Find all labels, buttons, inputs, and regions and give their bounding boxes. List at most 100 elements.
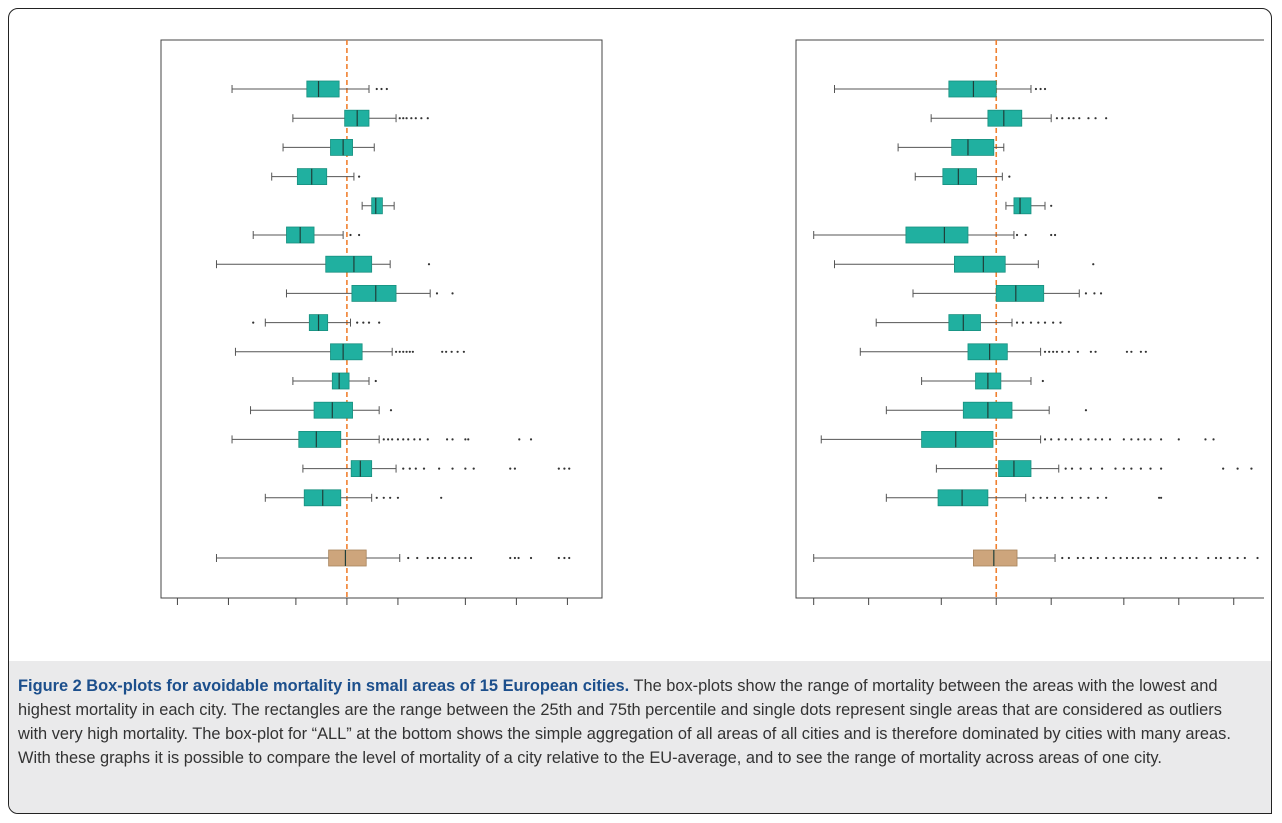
- outlier-turin: [568, 467, 571, 470]
- outlier-stockholm: [451, 438, 454, 441]
- outlier-madrid: [408, 350, 411, 353]
- outlier-turin: [451, 467, 454, 470]
- outlier-turin: [1130, 467, 1133, 470]
- outlier-barcelona: [1055, 117, 1059, 120]
- box-bratislava: [330, 139, 353, 156]
- outlier-all: [529, 556, 533, 560]
- outlier-stockholm: [413, 438, 416, 441]
- outlier-prague: [1041, 379, 1044, 383]
- outlier-stockholm: [467, 438, 470, 441]
- outlier-amsterdam: [1039, 87, 1042, 91]
- outlier-madrid: [1144, 350, 1147, 353]
- outlier-turin: [1122, 467, 1125, 470]
- outlier-stockholm: [418, 438, 422, 441]
- outlier-all: [444, 556, 447, 560]
- outlier-kosice: [427, 263, 431, 266]
- outlier-turin: [402, 467, 405, 470]
- outlier-amsterdam: [385, 87, 388, 91]
- outlier-all: [1236, 556, 1239, 560]
- outlier-stockholm: [396, 438, 400, 441]
- figure-frame: [8, 8, 1272, 814]
- outlier-all: [451, 556, 454, 560]
- outlier-stockholm: [1057, 438, 1060, 441]
- outlier-all: [568, 556, 571, 560]
- outlier-madrid: [398, 350, 401, 353]
- outlier-zurich: [375, 496, 378, 499]
- outlier-stockholm: [529, 438, 533, 441]
- outlier-barcelona: [414, 117, 417, 120]
- outlier-barcelona: [1094, 117, 1097, 120]
- outlier-stockholm: [1149, 438, 1152, 441]
- outlier-amsterdam: [375, 87, 378, 91]
- outlier-madrid: [411, 350, 414, 353]
- outlier-madrid: [405, 350, 408, 353]
- box-kosice: [954, 255, 1006, 273]
- outlier-madrid: [1130, 350, 1133, 353]
- outlier-helsinki: [357, 233, 361, 237]
- outlier-zurich: [1096, 496, 1099, 499]
- outlier-madrid: [1076, 350, 1079, 353]
- outlier-all: [407, 556, 410, 560]
- outlier-barcelona: [405, 117, 408, 120]
- outlier-all: [1164, 556, 1168, 560]
- outlier-stockholm: [1079, 438, 1082, 441]
- outlier-turin: [438, 467, 441, 470]
- box-barcelona: [987, 109, 1023, 127]
- outlier-turin: [1139, 467, 1142, 470]
- outlier-all: [1096, 556, 1099, 560]
- box-zurich: [937, 489, 989, 507]
- outlier-all: [513, 556, 516, 560]
- box-budapest: [371, 197, 383, 215]
- box-turin: [350, 460, 373, 478]
- outlier-zurich: [1032, 496, 1035, 499]
- outlier-stockholm: [1064, 438, 1067, 441]
- caption-title: Figure 2 Box-plots for avoidable mortali…: [18, 677, 630, 695]
- outlier-zurich: [1087, 496, 1090, 499]
- box-madrid: [967, 343, 1008, 361]
- outlier-all: [1256, 556, 1259, 560]
- outlier-zurich: [1079, 496, 1082, 499]
- outlier-turin: [1079, 467, 1082, 470]
- outlier-london: [1015, 321, 1019, 324]
- outlier-turin: [563, 467, 566, 470]
- outlier-turin: [464, 467, 467, 470]
- outlier-all: [1131, 556, 1134, 560]
- outlier-zurich: [1061, 496, 1064, 499]
- outlier-turin: [1159, 467, 1163, 470]
- box-kosice: [325, 255, 373, 273]
- outlier-stockholm: [1212, 438, 1215, 441]
- outlier-all: [1207, 556, 1210, 560]
- chart-women: [795, 39, 1264, 605]
- outlier-london: [362, 321, 365, 324]
- box-bratislava: [951, 139, 995, 156]
- box-brussels: [942, 168, 977, 186]
- outlier-turin: [1100, 467, 1104, 470]
- outlier-turin: [1250, 467, 1253, 470]
- outlier-all: [1173, 556, 1176, 560]
- outlier-helsinki: [1024, 233, 1027, 237]
- outlier-london: [1043, 321, 1047, 324]
- outlier-madrid: [1043, 350, 1047, 353]
- outlier-all: [1089, 556, 1092, 560]
- outlier-turin: [1222, 467, 1225, 470]
- outlier-turin: [509, 467, 512, 470]
- outlier-turin: [414, 467, 417, 470]
- outlier-stockholm: [407, 438, 410, 441]
- outlier-stockholm: [1204, 438, 1207, 441]
- box-all: [973, 549, 1018, 567]
- outlier-lisbon: [451, 292, 454, 295]
- outlier-stockholm: [1130, 438, 1133, 441]
- outlier-london: [1059, 321, 1062, 324]
- outlier-zurich: [1159, 496, 1163, 499]
- outlier-london: [1029, 321, 1033, 324]
- outlier-barcelona: [420, 117, 423, 120]
- outlier-helsinki: [1015, 233, 1019, 237]
- outlier-rotterdam: [1084, 409, 1088, 412]
- outlier-all: [1188, 556, 1191, 560]
- outlier-all: [1149, 556, 1152, 560]
- outlier-london: [356, 321, 359, 324]
- outlier-amsterdam: [1034, 87, 1038, 91]
- outlier-madrid: [1048, 350, 1051, 353]
- outlier-madrid: [1052, 350, 1055, 353]
- outlier-turin: [408, 467, 411, 470]
